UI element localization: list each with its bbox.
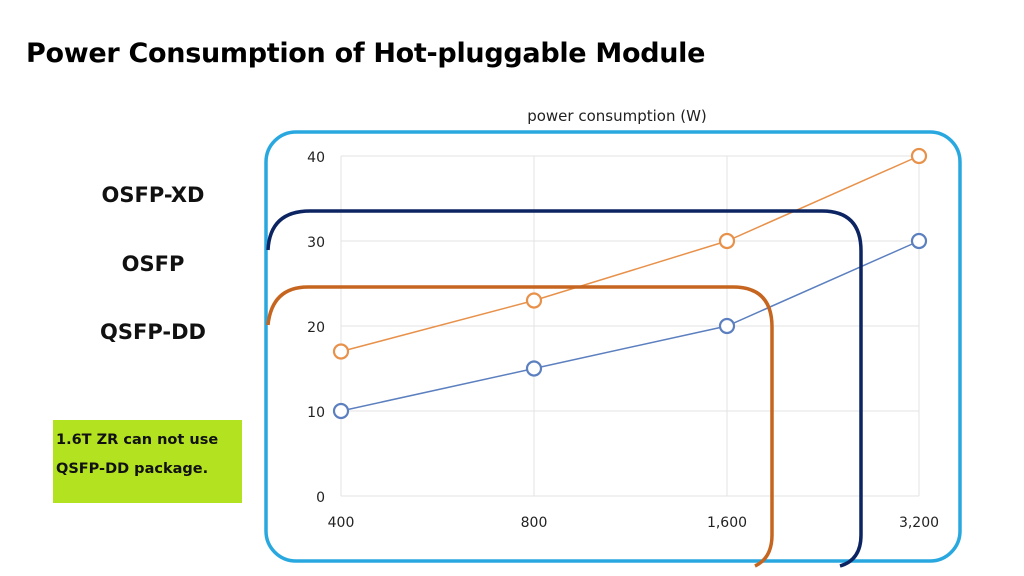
x-tick-label: 800 xyxy=(521,515,548,531)
data-point xyxy=(718,232,736,250)
label-osfp-xd: OSFP-XD xyxy=(101,183,205,207)
y-tick-label: 30 xyxy=(307,235,325,251)
y-tick-label: 10 xyxy=(307,405,325,421)
note-box: 1.6T ZR can not use QSFP-DD package. xyxy=(53,420,242,503)
data-point xyxy=(718,317,736,335)
data-point xyxy=(332,402,350,420)
qsfp-dd-box xyxy=(266,285,774,568)
x-tick-label: 400 xyxy=(328,515,355,531)
label-qsfp-dd: QSFP-DD xyxy=(100,320,206,344)
note-line-2: QSFP-DD package. xyxy=(56,461,209,477)
y-tick-label: 40 xyxy=(307,150,325,166)
x-tick-label: 1,600 xyxy=(707,515,747,531)
data-point xyxy=(525,292,543,309)
series-line-0 xyxy=(340,155,920,353)
y-tick-label: 0 xyxy=(316,490,325,506)
note-line-1: 1.6T ZR can not use xyxy=(56,432,219,448)
series-line-1 xyxy=(340,240,920,412)
osfp-box xyxy=(266,209,863,568)
osfp-xd-box xyxy=(264,130,962,563)
label-osfp: OSFP xyxy=(121,252,185,276)
data-point xyxy=(910,147,928,165)
data-point xyxy=(332,343,350,360)
data-point xyxy=(525,360,543,377)
y-tick-label: 20 xyxy=(307,320,325,336)
chart-title: power consumption (W) xyxy=(527,107,707,125)
x-tick-label: 3,200 xyxy=(899,515,939,531)
slide-title: Power Consumption of Hot-pluggable Modul… xyxy=(26,38,706,69)
data-point xyxy=(910,232,928,250)
